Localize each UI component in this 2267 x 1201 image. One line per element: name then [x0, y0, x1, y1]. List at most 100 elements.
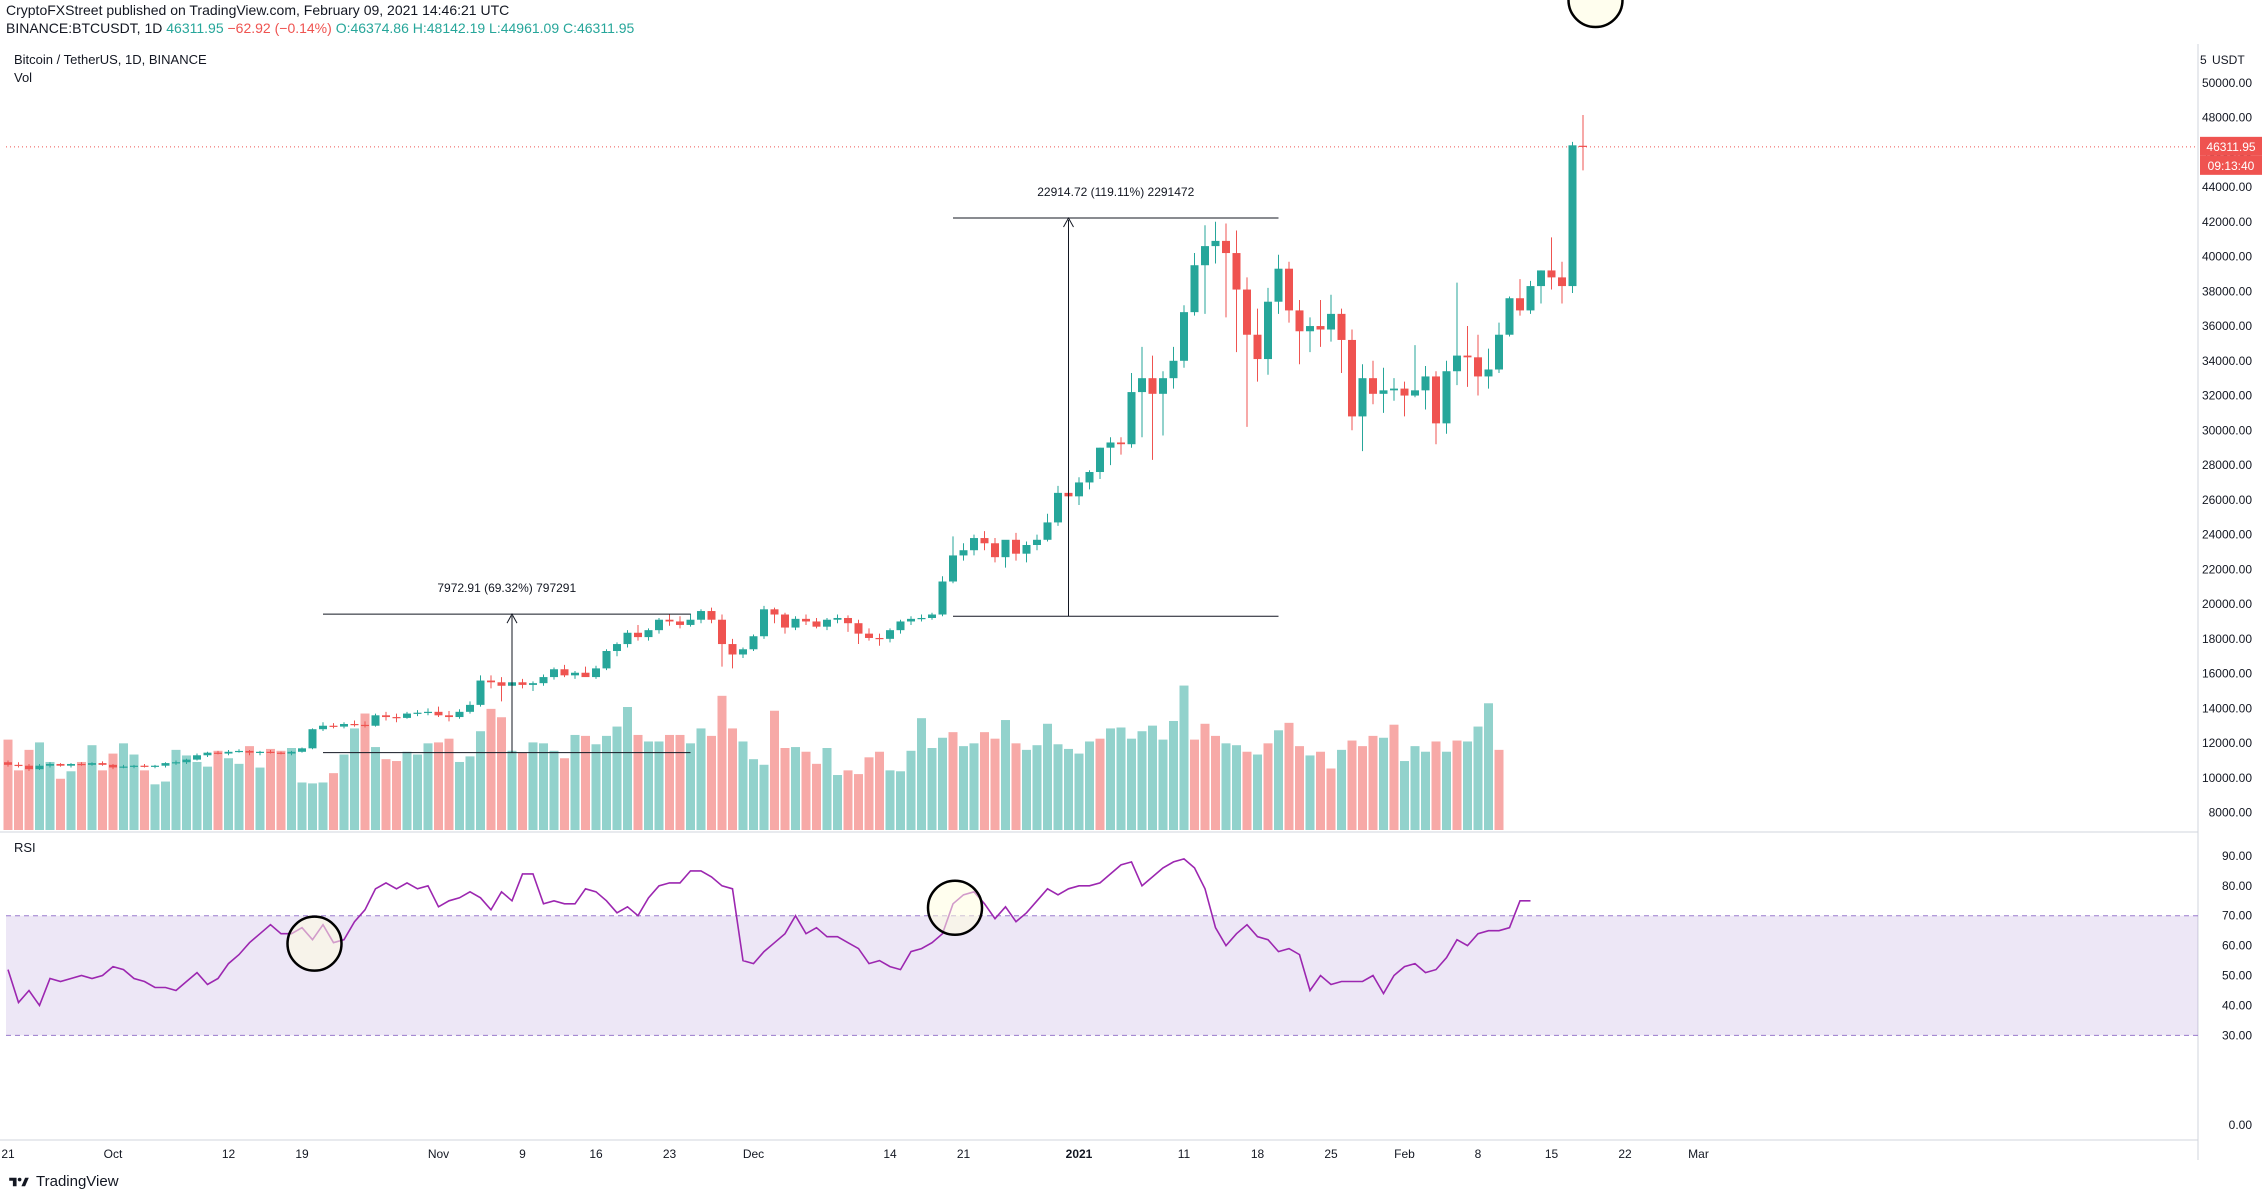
candle-body: [518, 682, 527, 685]
volume-bar: [465, 756, 475, 830]
volume-bar: [801, 751, 811, 830]
candle-body: [1442, 371, 1451, 424]
candle-body: [1138, 378, 1146, 393]
time-tick-label: 25: [1324, 1147, 1338, 1161]
volume-bar: [1158, 739, 1168, 830]
volume-bar: [182, 755, 191, 830]
candle-body: [1579, 145, 1587, 147]
candle-body: [4, 762, 12, 765]
range-label: 22914.72 (119.11%) 2291472: [1037, 185, 1194, 199]
volume-bar: [87, 745, 97, 830]
candle-body: [749, 636, 758, 650]
volume-bar: [24, 749, 34, 830]
volume-bar: [1284, 722, 1294, 830]
volume-bar: [1263, 743, 1273, 830]
price-tick-label: 50000.00: [2202, 76, 2252, 90]
volume-bar: [381, 759, 391, 830]
candle-body: [1558, 277, 1566, 287]
volume-bar: [602, 735, 611, 830]
candle-body: [1043, 522, 1052, 540]
volume-bar: [192, 761, 202, 830]
candle-body: [571, 672, 579, 676]
volume-bar: [213, 750, 223, 830]
candle-body: [707, 611, 716, 620]
volume-bar: [654, 741, 664, 830]
candle-body: [466, 704, 474, 712]
volume-bar: [591, 744, 601, 830]
price-tick-label: 26000.00: [2202, 493, 2252, 507]
volume-bar: [906, 750, 916, 830]
symbol-text: BINANCE:BTCUSDT, 1D: [6, 20, 163, 36]
candle-body: [434, 711, 443, 716]
candle-body: [1274, 268, 1283, 302]
candle-body: [245, 750, 254, 753]
volume-bar: [1326, 768, 1336, 830]
candle-body: [1054, 492, 1062, 523]
candle-body: [697, 611, 705, 620]
volume-bar: [969, 743, 979, 830]
rsi-tick-label: 0.00: [2229, 1118, 2253, 1132]
candle-body: [917, 617, 926, 620]
volume-bar: [686, 743, 695, 830]
time-tick-label: Mar: [1688, 1147, 1709, 1161]
candle-body: [46, 763, 54, 766]
candle-body: [88, 763, 96, 765]
volume-bar: [896, 771, 905, 830]
volume-bar: [1494, 749, 1504, 830]
volume-bar: [1085, 741, 1094, 830]
range-label: 7972.91 (69.32%) 797291: [437, 581, 576, 595]
candle-body: [1033, 539, 1041, 546]
time-tick-label: 19: [295, 1147, 309, 1161]
candle-body: [823, 619, 831, 627]
volume-bar: [1074, 753, 1084, 830]
candle-body: [319, 725, 327, 730]
candle-body: [151, 765, 159, 767]
candle-body: [928, 614, 936, 618]
candle-body: [193, 755, 201, 760]
candle-body: [35, 765, 44, 770]
time-tick-label: 14: [883, 1147, 897, 1161]
candle-body: [1327, 313, 1335, 330]
volume-bar: [822, 748, 832, 830]
candle-body: [970, 538, 978, 551]
rsi-highlight-circle: [1567, 0, 1624, 29]
candle-body: [119, 766, 128, 768]
symbol-line: BINANCE:BTCUSDT, 1D 46311.95 −62.92 (−0.…: [6, 20, 634, 36]
candle-body: [1516, 298, 1524, 311]
candle-body: [613, 644, 621, 652]
price-tick-label: 32000.00: [2202, 389, 2252, 403]
volume-bar: [413, 754, 422, 830]
candle-body: [130, 765, 138, 767]
volume-bar: [234, 763, 244, 830]
volume-bar: [1347, 740, 1357, 830]
candle-body: [896, 621, 905, 631]
volume-bar: [486, 708, 496, 830]
candle-body: [1537, 270, 1545, 287]
volume-bar: [854, 774, 863, 830]
volume-bar: [612, 726, 622, 830]
volume-bar: [203, 766, 212, 830]
volume-bar: [1242, 751, 1252, 830]
candle-body: [1421, 376, 1430, 391]
candle-body: [329, 725, 338, 727]
volume-bar: [864, 757, 874, 830]
candle-body: [623, 632, 632, 645]
price-tick-label: 8000.00: [2209, 806, 2253, 820]
candle-body: [56, 763, 65, 766]
rsi-tick-label: 60.00: [2222, 939, 2252, 953]
volume-bar: [1211, 735, 1220, 830]
time-tick-label: Nov: [428, 1147, 449, 1161]
price-tick-label: 48000.00: [2202, 111, 2252, 125]
candle-body: [487, 680, 495, 683]
candle-body: [424, 711, 432, 714]
volume-bar: [528, 742, 538, 830]
candle-body: [361, 724, 369, 727]
volume-bar: [329, 773, 338, 830]
candle-body: [592, 668, 600, 678]
candle-body: [770, 609, 779, 615]
candle-body: [371, 715, 380, 726]
footer: TradingView: [8, 1173, 119, 1190]
price-tick-label: 38000.00: [2202, 284, 2252, 298]
candle-body: [1306, 326, 1314, 332]
